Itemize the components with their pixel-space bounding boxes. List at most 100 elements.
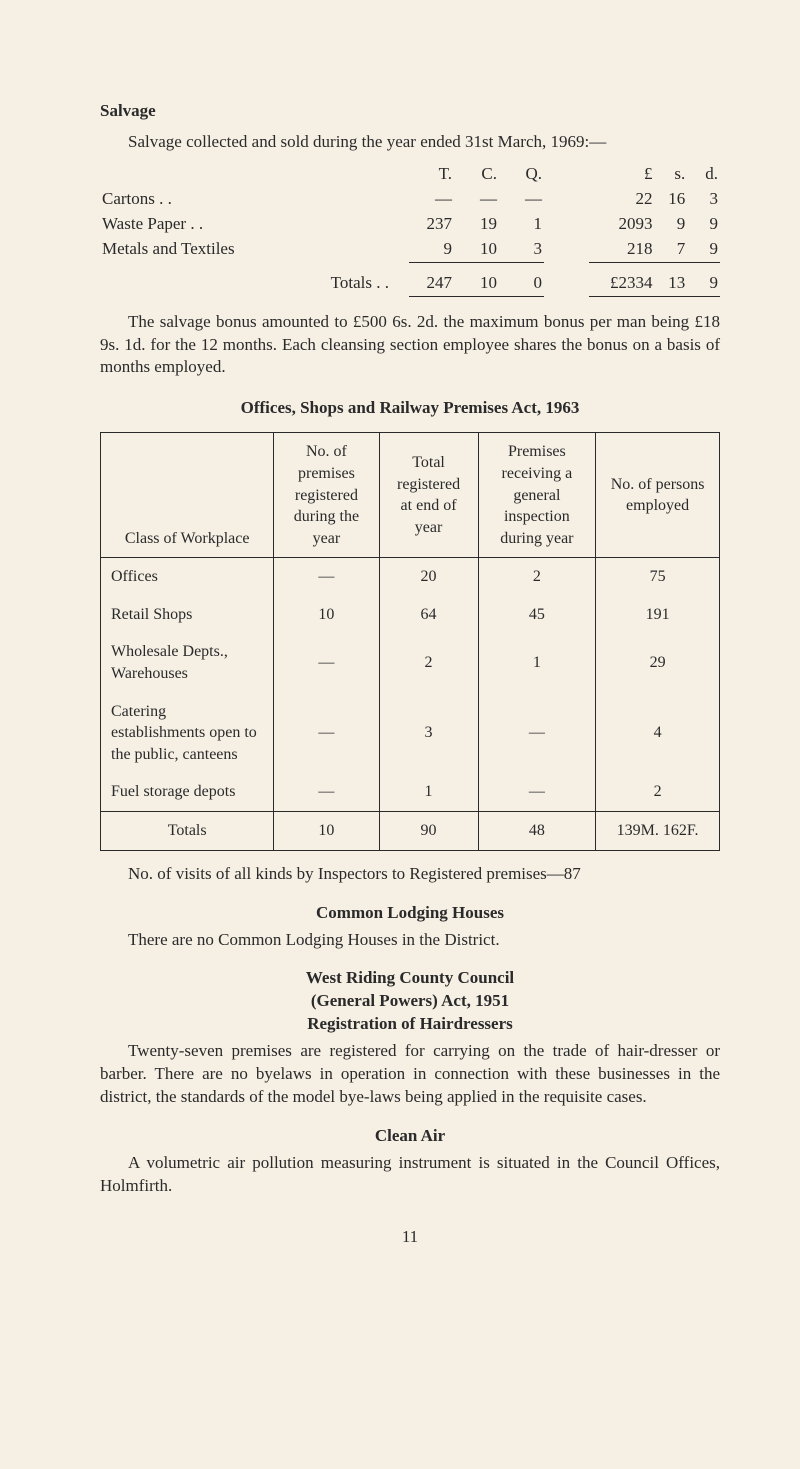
cell: — [409,187,454,212]
cell: 19 [454,212,499,237]
salvage-heading: Salvage [100,100,720,123]
cell: 9 [687,237,720,262]
cell: Offices [101,558,274,596]
cell: — [478,773,596,811]
lodging-body: There are no Common Lodging Houses in th… [100,929,720,952]
cell: — [499,187,544,212]
table-row: Retail Shops 10 64 45 191 [101,596,720,634]
cell: 1 [499,212,544,237]
cell: — [454,187,499,212]
totals-label: Totals [101,812,274,851]
cell: 9 [655,212,688,237]
cell: 4 [596,693,720,774]
clean-air-title: Clean Air [100,1125,720,1148]
cell: — [274,693,379,774]
hairdressers-body: Twenty-seven premises are registered for… [100,1040,720,1109]
cell: 0 [499,271,544,296]
cell: 1 [379,773,478,811]
col-header: No. of premises registered during the ye… [274,433,379,558]
lodging-title: Common Lodging Houses [100,902,720,925]
cell: 10 [454,271,499,296]
cell: — [274,773,379,811]
col-header: Total registered at end of year [379,433,478,558]
cell: £2334 [589,271,654,296]
table-row: Catering establishments open to the publ… [101,693,720,774]
col-t: T. [409,162,454,187]
table-row: Wholesale Depts., Warehouses — 2 1 29 [101,633,720,692]
table-header-row: Class of Workplace No. of premises regis… [101,433,720,558]
cell: 9 [687,271,720,296]
cell: 191 [596,596,720,634]
row-label: Metals and Textiles [100,237,409,262]
table-row: Offices — 20 2 75 [101,558,720,596]
totals-row: Totals 10 90 48 139M. 162F. [101,812,720,851]
cell: 64 [379,596,478,634]
visits-note: No. of visits of all kinds by Inspectors… [100,863,720,886]
cell: 10 [274,596,379,634]
row-label: Waste Paper . . [100,212,409,237]
cell: 218 [589,237,654,262]
cell: Catering establishments open to the publ… [101,693,274,774]
table-row: Metals and Textiles 9 10 3 218 7 9 [100,237,720,262]
clean-air-body: A volumetric air pollution measuring ins… [100,1152,720,1198]
col-l: £ [589,162,654,187]
table-row: Waste Paper . . 237 19 1 2093 9 9 [100,212,720,237]
cell: — [478,693,596,774]
col-s: s. [655,162,688,187]
col-q: Q. [499,162,544,187]
cell: 7 [655,237,688,262]
offices-act-title: Offices, Shops and Railway Premises Act,… [100,397,720,420]
cell: 45 [478,596,596,634]
cell: 10 [454,237,499,262]
cell: — [274,633,379,692]
cell: 2 [478,558,596,596]
cell: Fuel storage depots [101,773,274,811]
page-number: 11 [100,1226,720,1249]
table-row: Cartons . . — — — 22 16 3 [100,187,720,212]
cell: 2 [379,633,478,692]
cell: 2 [596,773,720,811]
cell: 3 [379,693,478,774]
hairdressers-title-3: Registration of Hairdressers [100,1013,720,1036]
cell: 9 [409,237,454,262]
salvage-table: T. C. Q. £ s. d. Cartons . . — — — 22 16… [100,162,720,305]
cell: Wholesale Depts., Warehouses [101,633,274,692]
totals-label: Totals . . [100,271,409,296]
bonus-paragraph: The salvage bonus amounted to £500 6s. 2… [100,311,720,380]
offices-act-table: Class of Workplace No. of premises regis… [100,432,720,850]
cell: 1 [478,633,596,692]
spacer [100,296,720,305]
cell: 90 [379,812,478,851]
col-header: Premises receiving a general inspection … [478,433,596,558]
cell: 10 [274,812,379,851]
spacer [100,262,720,271]
col-header: No. of persons employed [596,433,720,558]
salvage-intro: Salvage collected and sold during the ye… [100,131,720,154]
cell: 48 [478,812,596,851]
cell: 13 [655,271,688,296]
cell: 22 [589,187,654,212]
cell: 139M. 162F. [596,812,720,851]
cell: 16 [655,187,688,212]
document-page: Salvage Salvage collected and sold durin… [0,0,800,1297]
salvage-header-row: T. C. Q. £ s. d. [100,162,720,187]
hairdressers-title-2: (General Powers) Act, 1951 [100,990,720,1013]
cell: 9 [687,212,720,237]
hairdressers-title-1: West Riding County Council [100,967,720,990]
cell: 3 [499,237,544,262]
cell: 237 [409,212,454,237]
cell: 2093 [589,212,654,237]
col-d: d. [687,162,720,187]
cell: 247 [409,271,454,296]
cell: 75 [596,558,720,596]
totals-row: Totals . . 247 10 0 £2334 13 9 [100,271,720,296]
cell: Retail Shops [101,596,274,634]
col-c: C. [454,162,499,187]
row-label: Cartons . . [100,187,409,212]
col-header: Class of Workplace [101,433,274,558]
cell: 3 [687,187,720,212]
table-row: Fuel storage depots — 1 — 2 [101,773,720,811]
cell: 29 [596,633,720,692]
cell: — [274,558,379,596]
cell: 20 [379,558,478,596]
